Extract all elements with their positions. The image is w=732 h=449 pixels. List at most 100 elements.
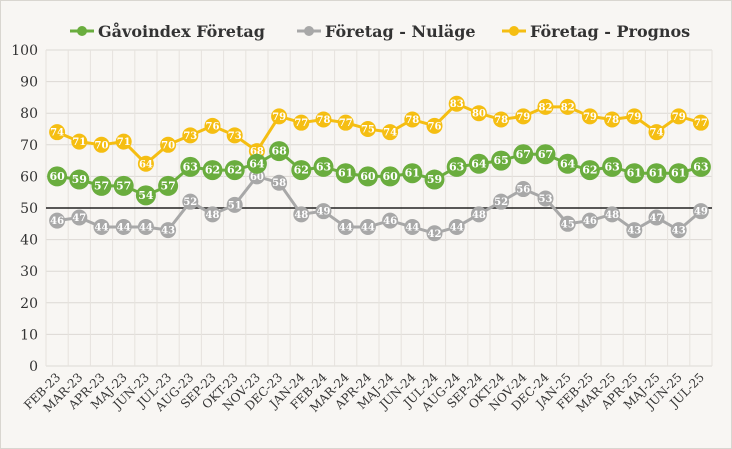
data-label: 79	[672, 112, 686, 123]
data-point	[581, 212, 598, 229]
data-label: 44	[339, 222, 353, 233]
data-label: 79	[272, 112, 286, 123]
data-point	[668, 163, 689, 184]
data-point	[424, 169, 445, 190]
data-point	[692, 114, 709, 131]
y-tick-label: 30	[20, 264, 38, 280]
data-point	[115, 218, 132, 235]
data-label: 62	[205, 164, 220, 177]
legend-item-2: Företag - Prognos	[502, 22, 690, 41]
data-label: 80	[472, 109, 486, 120]
y-tick-label: 60	[20, 169, 38, 185]
data-label: 83	[450, 99, 464, 110]
legend-label: Företag - Prognos	[530, 22, 690, 41]
data-point	[515, 181, 532, 198]
data-point	[604, 111, 621, 128]
data-label: 78	[405, 115, 419, 126]
data-point	[426, 225, 443, 242]
data-label: 43	[672, 226, 686, 237]
data-label: 77	[294, 118, 308, 129]
data-label: 64	[249, 157, 265, 170]
data-point	[160, 222, 177, 239]
data-label: 52	[183, 197, 197, 208]
data-point	[692, 203, 709, 220]
data-label: 43	[161, 226, 175, 237]
data-label: 44	[361, 222, 375, 233]
data-point	[604, 206, 621, 223]
data-label: 48	[605, 210, 619, 221]
data-label: 76	[428, 121, 442, 132]
data-point	[626, 222, 643, 239]
data-label: 44	[139, 222, 153, 233]
data-point	[581, 108, 598, 125]
data-point	[468, 153, 489, 174]
data-point	[271, 174, 288, 191]
data-point	[602, 156, 623, 177]
data-label: 44	[405, 222, 419, 233]
data-label: 78	[317, 115, 331, 126]
data-point	[226, 127, 243, 144]
data-point	[382, 124, 399, 141]
data-point	[404, 218, 421, 235]
data-label: 51	[228, 200, 242, 211]
data-point	[493, 111, 510, 128]
data-label: 60	[360, 170, 376, 183]
data-point	[226, 196, 243, 213]
y-tick-label: 0	[29, 359, 38, 375]
data-label: 82	[539, 102, 553, 113]
data-label: 60	[382, 170, 398, 183]
data-label: 70	[161, 140, 175, 151]
data-label: 46	[583, 216, 597, 227]
data-point	[49, 212, 66, 229]
data-label: 75	[361, 125, 375, 136]
data-point	[359, 218, 376, 235]
data-point	[337, 218, 354, 235]
data-point	[202, 160, 223, 181]
legend-swatch-marker	[509, 26, 519, 36]
y-tick-label: 40	[20, 233, 38, 249]
data-label: 74	[650, 128, 664, 139]
data-label: 49	[694, 207, 708, 218]
data-point	[491, 150, 512, 171]
data-label: 79	[627, 112, 641, 123]
data-point	[135, 185, 156, 206]
data-label: 47	[72, 213, 86, 224]
data-point	[648, 124, 665, 141]
data-label: 60	[49, 170, 65, 183]
data-point	[182, 127, 199, 144]
data-label: 62	[582, 164, 597, 177]
data-label: 73	[183, 131, 197, 142]
y-tick-label: 20	[20, 296, 38, 312]
data-label: 63	[183, 160, 198, 173]
legend-item-0: Gåvoindex Företag	[70, 21, 265, 41]
data-label: 44	[117, 222, 131, 233]
data-point	[71, 209, 88, 226]
data-label: 63	[693, 160, 708, 173]
data-point	[446, 156, 467, 177]
data-point	[626, 108, 643, 125]
data-point	[91, 175, 112, 196]
y-tick-label: 70	[20, 138, 38, 154]
data-label: 57	[116, 179, 131, 192]
data-label: 63	[449, 160, 464, 173]
legend-swatch-marker	[304, 26, 314, 36]
data-point	[537, 98, 554, 115]
legend-swatch-marker	[77, 26, 87, 36]
data-point	[646, 163, 667, 184]
data-label: 59	[427, 173, 442, 186]
x-axis: FEB-23MAR-23APR-23MAJ-23JUN-23JUL-23AUG-…	[21, 370, 707, 415]
data-label: 71	[117, 137, 131, 148]
data-label: 64	[560, 157, 576, 170]
data-point	[380, 166, 401, 187]
data-label: 74	[383, 128, 397, 139]
data-point	[557, 153, 578, 174]
data-point	[204, 117, 221, 134]
data-point	[337, 114, 354, 131]
data-label: 62	[227, 164, 242, 177]
data-label: 44	[95, 222, 109, 233]
data-label: 44	[450, 222, 464, 233]
data-label: 67	[516, 148, 531, 161]
data-label: 77	[694, 118, 708, 129]
data-point	[182, 193, 199, 210]
